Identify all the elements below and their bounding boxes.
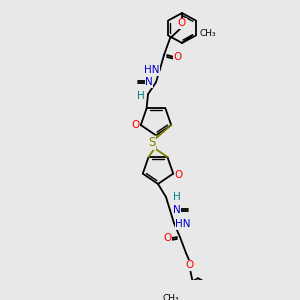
Text: CH₃: CH₃ <box>162 294 179 300</box>
Text: O: O <box>178 18 186 28</box>
Text: O: O <box>174 170 182 181</box>
Text: O: O <box>174 52 182 62</box>
Text: HN: HN <box>175 219 191 229</box>
Text: O: O <box>132 120 140 130</box>
Text: O: O <box>186 260 194 270</box>
Text: N: N <box>145 77 153 87</box>
Text: N: N <box>173 205 181 215</box>
Text: H: H <box>173 192 181 202</box>
Text: HN: HN <box>144 65 160 75</box>
Text: O: O <box>163 233 171 243</box>
Text: H: H <box>137 91 145 101</box>
Text: CH₃: CH₃ <box>199 29 216 38</box>
Text: S: S <box>148 136 156 149</box>
